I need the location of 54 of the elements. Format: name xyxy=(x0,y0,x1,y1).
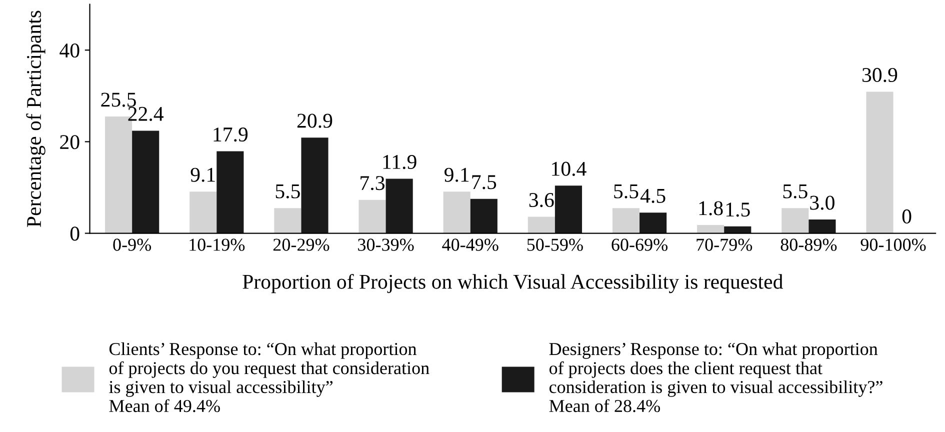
bar xyxy=(782,208,809,234)
bar xyxy=(216,151,244,234)
data-label: 17.9 xyxy=(214,128,248,142)
x-tick-label: 50-59% xyxy=(527,238,583,251)
data-label: 4.5 xyxy=(640,188,666,203)
x-tick-label: 60-69% xyxy=(612,238,668,251)
bar xyxy=(697,225,724,234)
bar xyxy=(358,200,386,234)
x-tick-label: 80-89% xyxy=(780,238,837,251)
bar xyxy=(443,192,470,234)
bar xyxy=(190,192,217,234)
bar xyxy=(808,220,836,234)
data-label: 7.5 xyxy=(472,175,496,190)
data-label: 7.3 xyxy=(360,176,384,190)
bar xyxy=(866,92,894,234)
x-tick-label: 0-9% xyxy=(113,238,152,251)
bar xyxy=(386,178,413,234)
bar xyxy=(132,130,160,234)
y-tick-label: 40 xyxy=(60,43,80,58)
bar xyxy=(554,186,582,234)
x-tick-label: 30-39% xyxy=(358,238,414,251)
bar xyxy=(612,208,640,234)
data-label: 11.9 xyxy=(383,155,416,170)
bar xyxy=(274,208,302,234)
y-axis-title: Percentage of Participants xyxy=(26,10,46,227)
legend-label: Designers’ Response to: “On what proportion of projects does the client request that consideration is given to visual accessibility?” Mean of 28.4% xyxy=(549,342,882,412)
data-label: 3.6 xyxy=(529,193,554,208)
data-label: 1.5 xyxy=(726,202,750,217)
data-label: 30.9 xyxy=(862,68,898,82)
bar xyxy=(528,216,555,234)
x-tick-label: 70-79% xyxy=(696,238,752,251)
data-label: 10.4 xyxy=(552,162,586,176)
x-tick-label: 20-29% xyxy=(273,238,330,251)
data-label: 1.8 xyxy=(699,201,723,216)
data-label: 20.9 xyxy=(297,114,332,128)
x-axis-title: Proportion of Projects on which Visual Accessibility is requested xyxy=(242,274,783,294)
x-tick-label: 40-49% xyxy=(442,238,498,251)
data-label: 5.5 xyxy=(783,184,808,198)
data-label: 3.0 xyxy=(810,196,834,210)
y-tick-label: 20 xyxy=(60,135,80,150)
legend-label: Clients’ Response to: “On what proportion of projects do you request that consideration is given to visual accessibility” Mean of 49.4% xyxy=(109,342,430,412)
data-label: 5.5 xyxy=(614,184,638,198)
y-tick-label: 0 xyxy=(70,226,80,241)
data-label: 9.1 xyxy=(190,168,215,182)
data-label: 25.5 xyxy=(101,92,136,107)
data-label: 22.4 xyxy=(128,106,164,122)
x-tick-label: 90-100% xyxy=(860,238,926,251)
x-tick-label: 10-19% xyxy=(190,238,245,251)
data-label: 5.5 xyxy=(276,184,300,198)
data-label: 9.1 xyxy=(444,168,469,182)
bar xyxy=(640,212,667,234)
bar xyxy=(470,198,498,234)
bar xyxy=(301,138,328,234)
data-label: 0 xyxy=(902,209,912,224)
